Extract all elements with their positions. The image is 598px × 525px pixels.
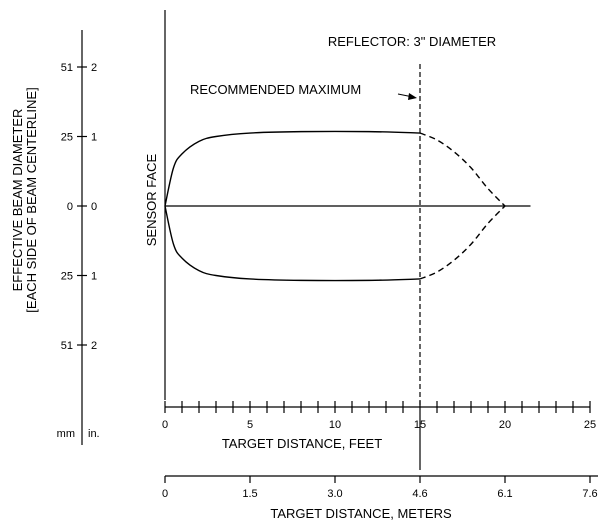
x-axis-meters-ticks: 0 1.5 3.0 4.6 6.1 7.6: [162, 476, 598, 500]
y-tick-label-in: 1: [91, 132, 97, 144]
x-meters-tick-label: 6.1: [497, 488, 512, 500]
y-axis-label-line2: [EACH SIDE OF BEAM CENTERLINE]: [24, 87, 39, 312]
y-tick-label-mm: 51: [61, 340, 73, 352]
y-units-in: in.: [88, 428, 100, 440]
y-tick-label-mm: 25: [61, 271, 73, 283]
y-axis-label: EFFECTIVE BEAM DIAMETER [EACH SIDE OF BE…: [10, 87, 39, 312]
y-tick-label-in: 0: [91, 201, 97, 213]
x-meters-tick-label: 1.5: [242, 488, 257, 500]
x-meters-tick-label: 0: [162, 488, 168, 500]
recommended-max-annotation: RECOMMENDED MAXIMUM: [190, 82, 361, 97]
x-axis-feet-label: TARGET DISTANCE, FEET: [222, 436, 382, 451]
y-tick-label-mm: 0: [67, 201, 73, 213]
y-tick-label-in: 2: [91, 340, 97, 352]
y-axis-label-line1: EFFECTIVE BEAM DIAMETER: [10, 109, 25, 292]
x-feet-tick-label: 20: [499, 419, 511, 431]
recommended-max-arrow-head: [408, 93, 417, 100]
beam-curve-dashed-upper: [419, 132, 506, 207]
reflector-annotation: REFLECTOR: 3" DIAMETER: [328, 34, 496, 49]
beam-curve-solid-lower: [164, 205, 421, 282]
x-axis-feet-ticks: 0 5 10 15 20 25: [162, 401, 596, 431]
y-ticks: 51 2 25 1 0 0 25 1 51 2: [61, 62, 97, 352]
y-tick-label-mm: 51: [61, 62, 73, 74]
y-tick-label-mm: 25: [61, 132, 73, 144]
beam-curves: [164, 130, 506, 282]
x-meters-tick-label: 3.0: [327, 488, 342, 500]
x-feet-tick-label: 25: [584, 419, 596, 431]
x-feet-tick-label: 0: [162, 419, 168, 431]
beam-curve-solid-upper: [164, 130, 421, 207]
x-feet-tick-label: 5: [247, 419, 253, 431]
sensor-face-label: SENSOR FACE: [144, 153, 159, 246]
x-feet-tick-label: 10: [329, 419, 341, 431]
y-units-mm: mm: [57, 428, 75, 440]
y-tick-label-in: 1: [91, 271, 97, 283]
beam-curve-dashed-lower: [419, 205, 506, 280]
x-meters-tick-label: 4.6: [412, 488, 427, 500]
x-axis-meters-label: TARGET DISTANCE, METERS: [270, 506, 452, 521]
x-meters-tick-label: 7.6: [582, 488, 597, 500]
y-tick-label-in: 2: [91, 62, 97, 74]
